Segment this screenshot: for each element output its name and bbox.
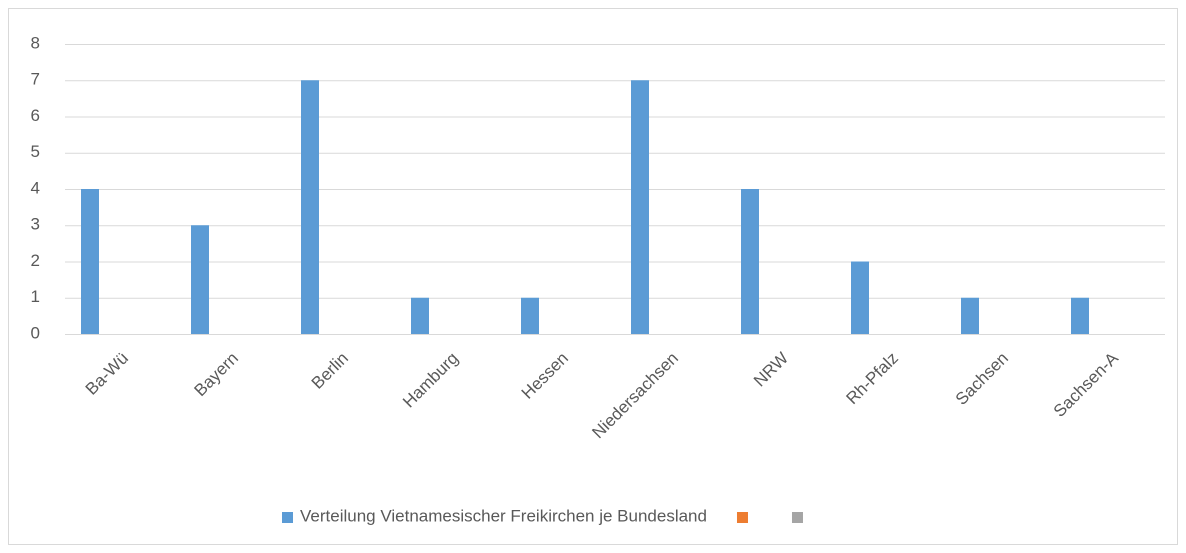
bar: [301, 80, 319, 334]
y-tick-label: 7: [31, 70, 40, 89]
bar: [411, 297, 429, 334]
y-tick-label: 6: [31, 106, 40, 125]
bar: [81, 189, 99, 334]
legend-swatch: [791, 512, 803, 523]
y-tick-label: 5: [31, 142, 40, 161]
y-tick-label: 3: [31, 215, 40, 234]
y-tick-label: 0: [31, 323, 40, 342]
bar: [521, 297, 539, 334]
legend-swatch: [282, 512, 293, 523]
bar: [851, 261, 869, 334]
bar: [1071, 297, 1089, 334]
y-tick-label: 2: [31, 251, 40, 270]
y-tick-label: 8: [31, 33, 40, 52]
bar: [191, 225, 209, 334]
chart-border: [8, 8, 1178, 545]
bar: [631, 80, 649, 334]
legend-label: Verteilung Vietnamesischer Freikirchen j…: [300, 506, 707, 525]
bar: [741, 189, 759, 334]
bar: [961, 297, 979, 334]
legend-swatch: [736, 512, 748, 523]
y-tick-label: 4: [31, 178, 40, 197]
y-tick-label: 1: [31, 287, 40, 306]
